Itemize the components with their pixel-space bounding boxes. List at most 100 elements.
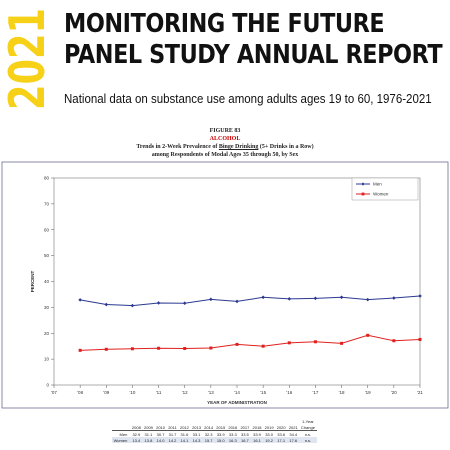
table-cell: 31.7	[168, 431, 177, 437]
figure-substance: ALCOHOL	[209, 136, 241, 142]
data-point-men	[78, 298, 82, 302]
y-tick-label: 40	[44, 279, 50, 284]
chart-outer-frame	[1, 161, 449, 409]
data-point-men	[209, 297, 213, 302]
report-title-line2: PANEL STUDY ANNUAL REPORT	[64, 40, 443, 70]
table-cell: 15.0	[214, 437, 227, 443]
report-title: MONITORING THE FUTURE PANEL STUDY ANNUAL…	[64, 9, 443, 71]
table-cell: 16.3	[226, 437, 239, 443]
table-cell: 17.1	[275, 437, 288, 443]
table-cell: 33.9	[253, 431, 261, 437]
table-cell: 34.4	[289, 431, 298, 437]
data-point-women	[235, 342, 239, 346]
x-tick-label: '08	[77, 390, 83, 395]
table-row-women: Women 13.4 13.8 14.0 14.2 14.1 14.3 15.7 15.0 16.…	[112, 437, 317, 443]
table-row-label: Men	[119, 431, 128, 437]
data-point-men	[235, 299, 239, 304]
y-tick-label: 70	[44, 201, 50, 206]
table-cell: 14.3	[190, 437, 203, 443]
data-point-men	[130, 303, 135, 308]
report-title-line1: MONITORING THE FUTURE	[64, 9, 385, 39]
data-point-men	[287, 297, 292, 301]
y-tick-label: 10	[44, 357, 50, 362]
data-point-men	[313, 296, 318, 301]
y-axis-label: PERCENT	[30, 271, 35, 293]
x-tick-label: '16	[286, 390, 292, 395]
change-header-line1: 1-Year	[302, 418, 314, 424]
y-tick-label: 50	[44, 253, 50, 258]
table-change-cell: n.s.	[299, 437, 317, 443]
caption-link[interactable]: Binge Drinking	[218, 144, 259, 150]
data-point-women	[313, 340, 317, 344]
y-tick-label: 20	[44, 331, 50, 336]
table-cell: 13.8	[142, 437, 155, 443]
table-cell: 33.5	[241, 431, 249, 437]
series-line-women	[80, 334, 421, 351]
data-point-women	[287, 341, 291, 345]
table-cell: 19.2	[263, 437, 276, 443]
table-year-header: 2012	[178, 424, 191, 431]
figure-caption-line2: among Respondents of Modal Ages 35 throu…	[151, 152, 299, 158]
x-axis-label: YEAR OF ADMINISTRATION	[207, 400, 267, 405]
table-row-men: Men 32.9 31.1 30.7 31.7 31.6 33.1 32.3 33.9 33.3 3…	[112, 431, 317, 438]
table-year-header: 2016	[226, 424, 239, 431]
data-point-women	[157, 346, 161, 350]
x-tick-label: '11	[156, 390, 162, 395]
table-year-header: 2021	[287, 424, 300, 431]
table-year-header: 2008	[130, 424, 143, 431]
table-year-header: 2020	[275, 424, 288, 431]
data-point-men	[156, 301, 161, 305]
legend-swatch-marker	[361, 182, 365, 186]
table-year-header: 2019	[263, 424, 276, 431]
table-cell: 32.9	[132, 431, 141, 437]
report-year: 2021	[2, 8, 48, 110]
table-year-header: 2015	[214, 424, 227, 431]
report-subtitle: National data on substance use among adu…	[64, 92, 432, 106]
data-point-women	[392, 339, 396, 343]
table-cell: 16.1	[250, 437, 264, 443]
data-point-women	[209, 346, 213, 350]
table-cell: 32.3	[204, 431, 213, 437]
series-line-men	[80, 295, 421, 307]
table-cell: 31.1	[144, 431, 153, 437]
x-tick-label: '20	[391, 390, 397, 395]
figure-caption-line1: Trends in 2-Week Prevalence of Binge Dri…	[0, 143, 450, 151]
data-point-men	[182, 301, 187, 306]
table-cell: 14.2	[166, 437, 179, 443]
data-point-women	[261, 344, 265, 348]
x-tick-label: '15	[260, 390, 266, 395]
data-point-men	[104, 302, 109, 307]
table-cell: 17.6	[287, 437, 300, 443]
x-tick-label: '10	[129, 390, 135, 395]
table-header-row: 2008 2009 2010 2011 2012 2013 2014 2015 2016 2017…	[112, 424, 317, 431]
table-year-header: 2010	[154, 424, 167, 431]
y-tick-label: 0	[46, 383, 49, 388]
data-table: 1-Year 2008 2009 2010 2011 2012 2013 2014 2015 2…	[112, 418, 317, 443]
table-cell: 14.1	[178, 437, 191, 443]
data-point-men	[261, 295, 265, 300]
table-cell: 33.1	[192, 431, 201, 437]
legend-box	[351, 177, 419, 201]
table-cell: 33.0	[265, 431, 273, 437]
x-tick-label: '14	[234, 390, 240, 395]
x-tick-label: '13	[208, 390, 214, 395]
table-change-cell: n.s.	[304, 431, 312, 437]
data-point-women	[418, 337, 422, 341]
y-tick-label: 60	[44, 227, 50, 232]
x-tick-label: '19	[365, 390, 371, 395]
data-point-men	[418, 294, 422, 298]
report-year-badge: 2021	[0, 6, 56, 110]
x-tick-label: '07	[51, 390, 57, 395]
table-year-header: 2013	[190, 424, 203, 431]
caption-post: (5+ Drinks in a Row)	[258, 144, 314, 150]
data-point-women	[78, 348, 82, 352]
table-year-header: 2014	[202, 424, 215, 431]
figure-caption: FIGURE 83 ALCOHOL Trends in 2-Week Preva…	[0, 127, 450, 159]
table-year-header: 2009	[142, 424, 155, 431]
table-year-header: 2017	[238, 424, 251, 431]
binge-drinking-line-chart: 0 10 20 30 40 50 60 70 80 '07 '08 '09 '10 '11 '12 '13 '1…	[1, 161, 449, 409]
y-tick-label: 80	[44, 176, 50, 181]
x-tick-label: '18	[339, 390, 345, 395]
change-header-line2: Change	[299, 424, 317, 431]
table-change-header-row: 1-Year	[112, 418, 317, 424]
